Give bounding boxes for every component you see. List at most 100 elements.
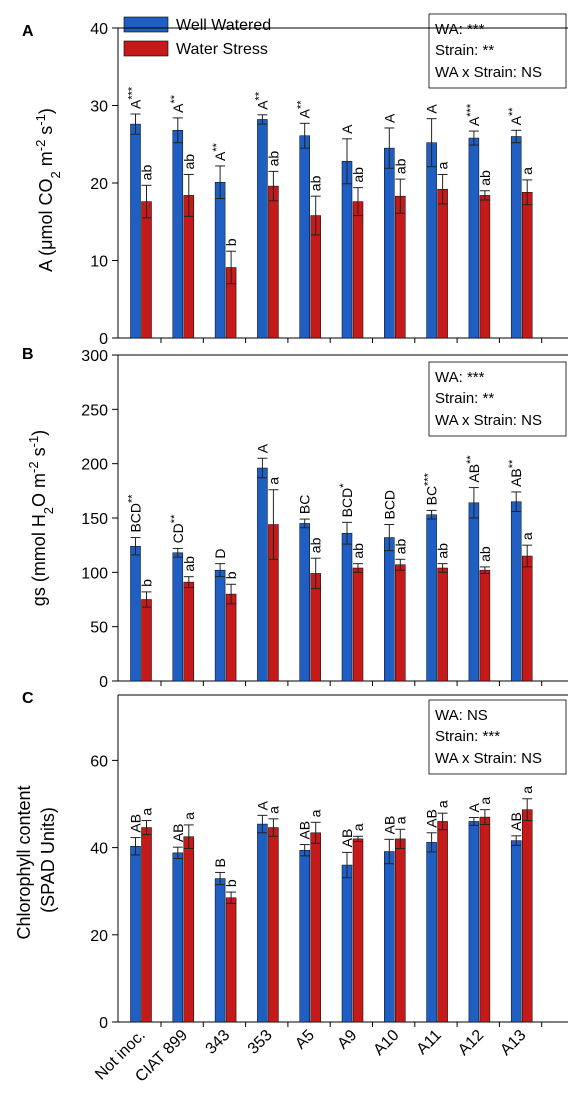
- significance-label: AB: [424, 809, 440, 828]
- y-tick-label: 100: [81, 565, 108, 582]
- bar-well-watered: [341, 864, 353, 1023]
- y-axis-title-sub: 2: [48, 171, 63, 178]
- bar-water-stress: [225, 593, 237, 682]
- significance-label: AB: [170, 823, 186, 842]
- significance-label: A***: [127, 86, 144, 109]
- significance-label: D: [212, 549, 228, 559]
- bar-water-stress: [521, 809, 533, 1023]
- bar-well-watered: [214, 569, 226, 682]
- significance-label: A: [254, 443, 270, 453]
- bar-water-stress: [310, 573, 321, 682]
- y-tick-label: 20: [90, 928, 108, 945]
- significance-label: ab: [350, 543, 366, 559]
- stats-line: Strain: **: [435, 42, 494, 59]
- significance-label: b: [223, 571, 239, 579]
- y-axis-title-tail: s: [36, 126, 56, 140]
- stats-line: WA: NS: [435, 707, 488, 724]
- significance-label: b: [223, 238, 239, 246]
- svg-text:A (μmol CO2 m-2 s-1): A (μmol CO2 m-2 s-1): [33, 108, 63, 272]
- bar-water-stress: [352, 201, 364, 339]
- x-tick-label: 343: [203, 1027, 234, 1058]
- y-axis-title-sup2: -1: [26, 436, 41, 448]
- bar-well-watered: [384, 851, 395, 1023]
- significance-label: AB: [297, 821, 313, 840]
- y-axis-title-sup1: -2: [26, 461, 41, 473]
- bar-water-stress: [437, 821, 448, 1023]
- bar-well-watered: [172, 852, 184, 1023]
- legend-label-water-stress: Water Stress: [176, 41, 268, 58]
- significance-label: A: [339, 124, 355, 134]
- bar-well-watered: [426, 842, 437, 1023]
- x-tick-label: A11: [414, 1027, 445, 1058]
- y-tick-label: 20: [90, 176, 108, 193]
- significance-label: a: [139, 808, 155, 816]
- significance-label: BCD: [381, 490, 397, 520]
- significance-label: A**: [296, 100, 313, 119]
- y-axis-title-b: gs (mmol H2O m-2 s-1): [26, 430, 56, 606]
- significance-label: ab: [308, 175, 324, 191]
- x-axis-tick-labels: Not inoc.CIAT 899 343 353 A5 A9 A10 A11 A12 A13: [92, 1027, 529, 1086]
- stats-box-b: WA: *** Strain: ** WA x Strain: NS: [428, 361, 567, 437]
- bar-water-stress: [479, 195, 491, 339]
- panel-a: A A (μmol CO2 m-2 s-1) Well Watered Wate…: [22, 13, 568, 348]
- significance-label: a: [435, 161, 451, 169]
- bar-well-watered: [468, 502, 480, 682]
- bar-water-stress: [395, 195, 406, 339]
- y-axis-title-text: A (μmol CO: [36, 178, 56, 271]
- significance-label: AB: [508, 812, 524, 831]
- significance-label: BCD*: [338, 483, 355, 518]
- significance-label: ab: [477, 170, 493, 186]
- y-tick-label: 10: [90, 254, 108, 271]
- stats-line: Strain: **: [435, 390, 494, 407]
- panel-label-c: C: [22, 690, 34, 707]
- y-axis-title-sup1: -2: [33, 140, 48, 152]
- significance-label: A: [254, 800, 270, 810]
- y-axis-title-text: gs (mmol H: [29, 514, 49, 606]
- bar-well-watered: [426, 514, 437, 682]
- bar-water-stress: [268, 185, 279, 339]
- significance-label: BC***: [423, 472, 440, 505]
- svg-text:gs (mmol H2O m-2 s-1): gs (mmol H2O m-2 s-1): [26, 430, 56, 606]
- significance-label: ab: [308, 537, 324, 553]
- y-tick-label: 300: [81, 348, 108, 365]
- stats-box-a: WA: *** Strain: ** WA x Strain: NS: [428, 13, 567, 89]
- bar-well-watered: [130, 546, 141, 682]
- legend-swatch-well-watered: [123, 16, 169, 33]
- bar-well-watered: [510, 840, 522, 1023]
- significance-label: A: [381, 113, 397, 123]
- bar-water-stress: [479, 569, 491, 682]
- bar-water-stress: [479, 816, 491, 1023]
- panel-label-a: A: [22, 23, 34, 40]
- y-axis-title-close: ): [36, 108, 56, 114]
- bar-water-stress: [352, 838, 364, 1023]
- significance-label: A**: [211, 142, 228, 161]
- y-tick-label: 0: [99, 331, 108, 348]
- bar-water-stress: [521, 555, 533, 682]
- y-axis-title-line2: (SPAD Units): [38, 807, 58, 913]
- significance-label: ab: [477, 546, 493, 562]
- y-axis-title-sup2: -1: [33, 114, 48, 126]
- y-tick-label: 40: [90, 21, 108, 38]
- bar-water-stress: [183, 581, 195, 682]
- significance-label: ab: [265, 151, 281, 167]
- bar-water-stress: [395, 564, 406, 682]
- y-axis-title-sub: 2: [41, 507, 56, 514]
- bar-water-stress: [352, 567, 364, 682]
- significance-label: BC: [297, 495, 313, 514]
- significance-label: a: [435, 800, 451, 808]
- significance-label: a: [265, 477, 281, 485]
- stats-line: WA: ***: [435, 21, 485, 38]
- bar-well-watered: [426, 142, 437, 339]
- significance-label: A***: [465, 103, 482, 126]
- bar-well-watered: [468, 821, 480, 1023]
- y-axis-title-line1: Chlorophyll content: [14, 785, 34, 939]
- y-tick-label: 40: [90, 841, 108, 858]
- significance-label: a: [519, 167, 535, 175]
- significance-label: BCD**: [127, 494, 144, 533]
- significance-label: ab: [181, 556, 197, 572]
- significance-label: a: [181, 812, 197, 820]
- significance-label: a: [265, 806, 281, 814]
- y-axis-title-tail: s: [29, 447, 49, 461]
- bar-well-watered: [384, 537, 395, 682]
